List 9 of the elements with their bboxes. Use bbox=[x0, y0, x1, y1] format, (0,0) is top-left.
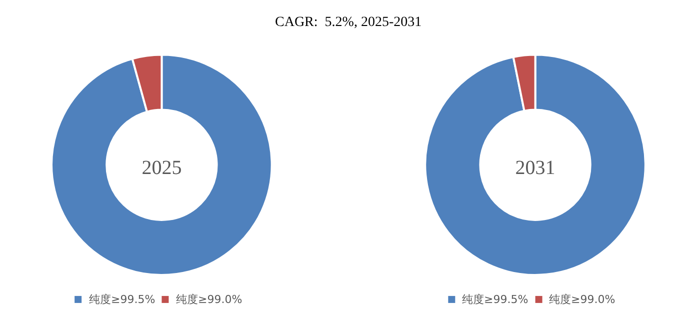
text: CAGR: 5.2%, 2025-2031 bbox=[275, 15, 422, 30]
legend-label: 纯度≥99.0% bbox=[549, 293, 616, 306]
donut-slice bbox=[424, 54, 646, 276]
legend-label: 纯度≥99.5% bbox=[89, 293, 156, 306]
donut-slice bbox=[50, 54, 273, 276]
legend-label: 纯度≥99.5% bbox=[462, 293, 528, 306]
text: 2025 bbox=[142, 156, 182, 179]
legend-label: 纯度≥99.0% bbox=[176, 293, 242, 306]
text: 2031 bbox=[515, 156, 556, 179]
